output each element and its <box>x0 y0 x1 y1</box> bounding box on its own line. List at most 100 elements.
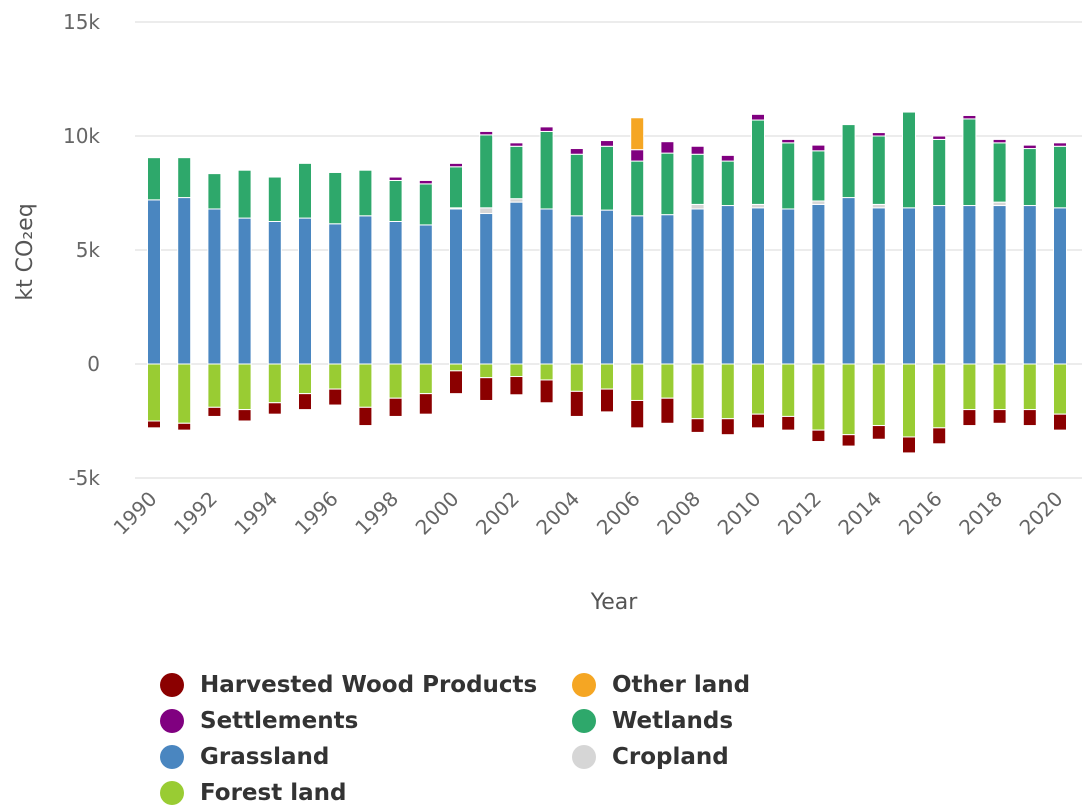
bar-segment-harvested-wood-products[interactable] <box>418 393 433 415</box>
bar-segment-forest-land[interactable] <box>539 363 554 381</box>
bar-segment-settlements[interactable] <box>660 141 675 154</box>
bar-segment-wetlands[interactable] <box>630 160 645 217</box>
bar-segment-cropland[interactable] <box>690 203 705 210</box>
bar-segment-forest-land[interactable] <box>358 363 373 408</box>
bar-segment-harvested-wood-products[interactable] <box>569 390 584 417</box>
bar-segment-harvested-wood-products[interactable] <box>328 388 343 406</box>
bar-segment-wetlands[interactable] <box>328 171 343 225</box>
bar-segment-grassland[interactable] <box>660 214 675 365</box>
bar-segment-forest-land[interactable] <box>509 363 524 378</box>
bar-segment-grassland[interactable] <box>267 221 282 365</box>
bar-segment-wetlands[interactable] <box>932 138 947 207</box>
legend-item-other-land[interactable]: Other land <box>572 672 750 698</box>
bar-segment-wetlands[interactable] <box>1053 145 1067 209</box>
bar-segment-forest-land[interactable] <box>902 363 916 438</box>
bar-segment-wetlands[interactable] <box>388 179 403 223</box>
bar-segment-settlements[interactable] <box>479 130 494 136</box>
bar-segment-grassland[interactable] <box>328 223 343 365</box>
bar-segment-settlements[interactable] <box>751 113 765 121</box>
bar-segment-forest-land[interactable] <box>569 363 584 392</box>
bar-segment-grassland[interactable] <box>690 208 705 365</box>
bar-segment-harvested-wood-products[interactable] <box>479 377 494 401</box>
bar-segment-forest-land[interactable] <box>781 363 796 417</box>
bar-segment-harvested-wood-products[interactable] <box>267 402 282 415</box>
bar-segment-grassland[interactable] <box>569 215 584 365</box>
legend-item-wetlands[interactable]: Wetlands <box>572 708 733 734</box>
bar-segment-settlements[interactable] <box>418 179 433 185</box>
bar-segment-harvested-wood-products[interactable] <box>1053 413 1067 431</box>
bar-segment-grassland[interactable] <box>1053 207 1067 365</box>
bar-segment-cropland[interactable] <box>811 200 826 205</box>
bar-segment-forest-land[interactable] <box>932 363 947 429</box>
bar-segment-grassland[interactable] <box>358 215 373 365</box>
bar-segment-grassland[interactable] <box>147 199 161 365</box>
bar-segment-forest-land[interactable] <box>147 363 161 422</box>
bar-segment-settlements[interactable] <box>811 144 826 152</box>
bar-segment-grassland[interactable] <box>449 208 463 365</box>
bar-segment-forest-land[interactable] <box>237 363 252 411</box>
bar-segment-forest-land[interactable] <box>660 363 675 399</box>
bar-segment-wetlands[interactable] <box>992 142 1007 203</box>
bar-segment-harvested-wood-products[interactable] <box>871 425 886 440</box>
bar-segment-grassland[interactable] <box>751 207 765 365</box>
bar-segment-grassland[interactable] <box>207 208 222 365</box>
bar-segment-other-land[interactable] <box>630 117 645 151</box>
bar-segment-wetlands[interactable] <box>237 169 252 219</box>
bar-segment-wetlands[interactable] <box>962 118 977 207</box>
bar-segment-wetlands[interactable] <box>751 119 765 205</box>
bar-segment-harvested-wood-products[interactable] <box>388 397 403 417</box>
bar-segment-harvested-wood-products[interactable] <box>177 422 192 431</box>
bar-segment-settlements[interactable] <box>1022 144 1037 150</box>
bar-segment-grassland[interactable] <box>841 197 856 365</box>
bar-segment-forest-land[interactable] <box>207 363 222 408</box>
bar-segment-harvested-wood-products[interactable] <box>600 388 614 413</box>
bar-segment-forest-land[interactable] <box>418 363 433 395</box>
legend-item-forest-land[interactable]: Forest land <box>160 780 346 806</box>
bar-segment-forest-land[interactable] <box>720 363 735 420</box>
bar-segment-forest-land[interactable] <box>690 363 705 420</box>
bar-segment-wetlands[interactable] <box>539 130 554 210</box>
legend-item-settlements[interactable]: Settlements <box>160 708 358 734</box>
bar-segment-wetlands[interactable] <box>207 173 222 210</box>
bar-segment-harvested-wood-products[interactable] <box>690 418 705 433</box>
bar-segment-settlements[interactable] <box>449 162 463 168</box>
bar-segment-grassland[interactable] <box>237 217 252 365</box>
bar-segment-harvested-wood-products[interactable] <box>811 429 826 443</box>
bar-segment-harvested-wood-products[interactable] <box>992 409 1007 424</box>
bar-segment-settlements[interactable] <box>388 176 403 181</box>
bar-segment-grassland[interactable] <box>871 207 886 365</box>
bar-segment-settlements[interactable] <box>962 114 977 120</box>
bar-segment-harvested-wood-products[interactable] <box>962 409 977 427</box>
bar-segment-harvested-wood-products[interactable] <box>237 409 252 422</box>
bar-segment-harvested-wood-products[interactable] <box>509 376 524 396</box>
bar-segment-forest-land[interactable] <box>841 363 856 436</box>
bar-segment-settlements[interactable] <box>509 142 524 147</box>
bar-segment-harvested-wood-products[interactable] <box>539 379 554 404</box>
bar-segment-settlements[interactable] <box>992 138 1007 144</box>
bar-segment-harvested-wood-products[interactable] <box>660 397 675 424</box>
bar-segment-wetlands[interactable] <box>781 142 796 210</box>
legend-item-harvested-wood-products[interactable]: Harvested Wood Products <box>160 672 537 698</box>
bar-segment-wetlands[interactable] <box>509 145 524 200</box>
bar-segment-settlements[interactable] <box>871 132 886 137</box>
legend-item-cropland[interactable]: Cropland <box>572 744 729 770</box>
bar-segment-grassland[interactable] <box>177 197 192 365</box>
bar-segment-settlements[interactable] <box>781 138 796 144</box>
bar-segment-wetlands[interactable] <box>871 135 886 205</box>
bar-segment-forest-land[interactable] <box>298 363 312 395</box>
bar-segment-forest-land[interactable] <box>811 363 826 431</box>
bar-segment-harvested-wood-products[interactable] <box>449 370 463 395</box>
bar-segment-wetlands[interactable] <box>1022 148 1037 207</box>
bar-segment-grassland[interactable] <box>539 208 554 365</box>
bar-segment-harvested-wood-products[interactable] <box>630 399 645 429</box>
bar-segment-harvested-wood-products[interactable] <box>1022 409 1037 427</box>
bar-segment-grassland[interactable] <box>811 203 826 365</box>
legend-item-grassland[interactable]: Grassland <box>160 744 329 770</box>
bar-segment-cropland[interactable] <box>751 203 765 209</box>
bar-segment-harvested-wood-products[interactable] <box>841 434 856 447</box>
bar-segment-forest-land[interactable] <box>449 363 463 372</box>
bar-segment-wetlands[interactable] <box>569 153 584 217</box>
bar-segment-cropland[interactable] <box>871 203 886 209</box>
bar-segment-cropland[interactable] <box>992 201 1007 207</box>
bar-segment-forest-land[interactable] <box>177 363 192 424</box>
